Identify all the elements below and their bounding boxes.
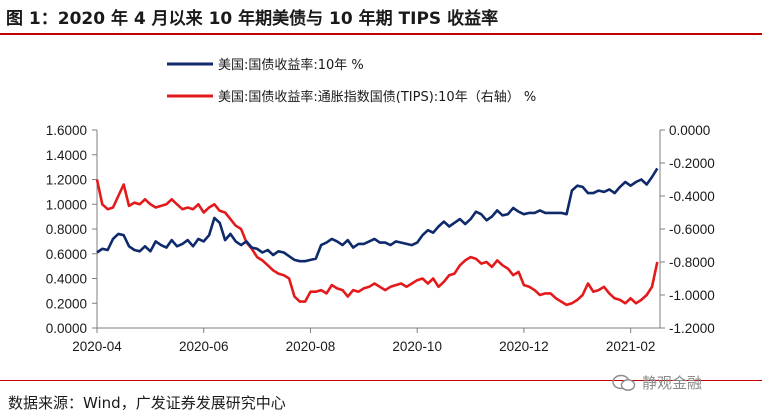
left-tick-label: 0.6000 xyxy=(46,247,87,262)
left-tick-label: 0.0000 xyxy=(46,321,87,336)
left-tick-label: 1.2000 xyxy=(46,173,87,188)
left-tick-label: 0.4000 xyxy=(46,272,87,287)
series-line-tips-10y xyxy=(95,179,659,307)
series-line-nominal-10y xyxy=(96,167,659,263)
left-tick-label: 0.8000 xyxy=(46,222,87,237)
x-tick-label: 2020-12 xyxy=(499,339,549,354)
right-tick-label: -1.0000 xyxy=(669,288,715,303)
left-tick-label: 1.0000 xyxy=(46,197,87,212)
source-note: 数据来源：Wind，广发证券发展研究中心 xyxy=(8,394,286,412)
left-tick-label: 1.6000 xyxy=(46,123,87,138)
right-tick-label: -0.8000 xyxy=(669,255,715,270)
left-tick-label: 1.4000 xyxy=(46,148,87,163)
series-lines xyxy=(95,167,659,307)
watermark: 静观金融 xyxy=(612,372,702,393)
x-tick-label: 2021-02 xyxy=(606,339,656,354)
x-tick-label: 2020-10 xyxy=(392,339,442,354)
watermark-text: 静观金融 xyxy=(642,374,703,392)
right-tick-label: -0.4000 xyxy=(669,189,715,204)
right-tick-label: -0.6000 xyxy=(669,222,715,237)
legend: 美国:国债收益率:10年 % 美国:国债收益率:通胀指数国债(TIPS):10年… xyxy=(167,57,536,105)
right-tick-label: -1.2000 xyxy=(669,321,715,336)
x-tick-label: 2020-08 xyxy=(286,339,336,354)
x-tick-label: 2020-04 xyxy=(72,339,122,354)
figure-title: 图 1：2020 年 4 月以来 10 年期美债与 10 年期 TIPS 收益率 xyxy=(6,9,499,29)
legend-label-series1: 美国:国债收益率:10年 % xyxy=(218,57,364,73)
x-tick-label: 2020-06 xyxy=(179,339,229,354)
axes: 0.0000 0.2000 0.4000 0.6000 0.8000 1.0000 1.20… xyxy=(46,123,715,354)
right-tick-label: 0.0000 xyxy=(669,123,710,138)
wechat-icon xyxy=(612,374,636,391)
title-rule xyxy=(0,33,762,35)
footer-rule xyxy=(0,380,762,381)
legend-label-series2: 美国:国债收益率:通胀指数国债(TIPS):10年（右轴） % xyxy=(218,89,536,105)
left-tick-label: 0.2000 xyxy=(46,296,87,311)
right-tick-label: -0.2000 xyxy=(669,156,715,171)
